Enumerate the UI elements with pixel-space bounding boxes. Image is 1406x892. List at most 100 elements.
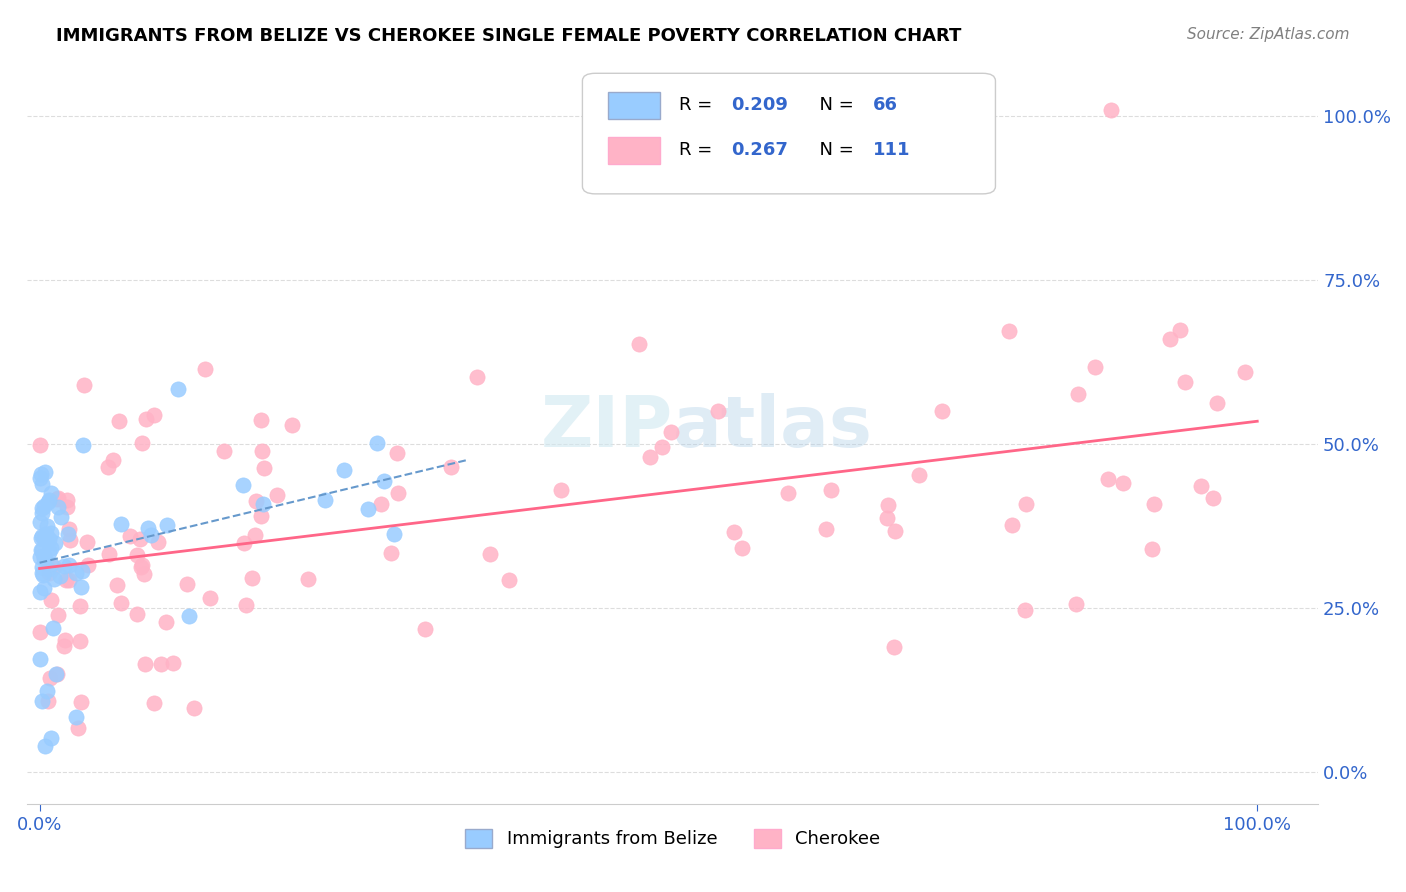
Point: [30, 438, 52, 452]
Point: [155, 615, 177, 629]
Point: [132, 566, 155, 581]
Point: [240, 571, 263, 585]
Point: [31, 501, 53, 516]
Bar: [609, 137, 659, 164]
Point: [76, 534, 98, 549]
Point: [66, 721, 89, 735]
Point: [53, 559, 76, 574]
Point: [30, 516, 52, 530]
Point: [125, 548, 148, 562]
Point: [440, 460, 463, 475]
Point: [1099, 103, 1122, 117]
Point: [30, 652, 52, 666]
Point: [28, 549, 51, 564]
Point: [638, 450, 661, 464]
Text: Source: ZipAtlas.com: Source: ZipAtlas.com: [1187, 27, 1350, 42]
Point: [70, 564, 93, 578]
Point: [498, 574, 520, 588]
Point: [45, 666, 67, 681]
Point: [366, 436, 388, 450]
Point: [39, 486, 62, 500]
Point: [69, 580, 91, 594]
Text: R =: R =: [679, 141, 718, 159]
Point: [110, 596, 132, 610]
Point: [69, 599, 91, 613]
Point: [56, 493, 79, 508]
Text: 0.209: 0.209: [731, 96, 787, 114]
Point: [101, 452, 124, 467]
Point: [105, 578, 128, 592]
Point: [53, 632, 76, 647]
Point: [30, 531, 52, 545]
Point: [149, 657, 172, 671]
Text: N =: N =: [808, 141, 860, 159]
Point: [39, 557, 62, 571]
Point: [39, 671, 62, 685]
Point: [97, 459, 120, 474]
Point: [370, 497, 392, 511]
Point: [877, 498, 900, 512]
Point: [245, 528, 267, 542]
Point: [820, 483, 842, 498]
Point: [32, 567, 55, 582]
Text: 0.267: 0.267: [731, 141, 787, 159]
Point: [32, 549, 55, 563]
Point: [176, 577, 198, 591]
Point: [177, 608, 200, 623]
Point: [314, 493, 336, 508]
Point: [385, 446, 408, 460]
Point: [373, 474, 395, 488]
Bar: [609, 92, 659, 119]
Point: [415, 623, 437, 637]
Point: [233, 536, 256, 550]
Point: [34, 739, 56, 753]
Point: [32, 532, 55, 546]
Point: [28, 585, 51, 599]
Point: [39, 593, 62, 607]
Point: [31, 694, 53, 708]
Point: [1140, 542, 1163, 557]
Point: [1142, 497, 1164, 511]
Point: [31, 543, 53, 558]
Point: [162, 656, 184, 670]
Point: [1014, 603, 1036, 617]
Point: [139, 528, 162, 542]
Point: [731, 541, 754, 555]
Point: [250, 509, 273, 524]
Point: [45, 667, 67, 681]
Point: [39, 731, 62, 745]
Point: [37, 495, 59, 509]
Point: [143, 409, 166, 423]
Point: [38, 493, 60, 508]
Point: [659, 425, 682, 440]
Text: 66: 66: [873, 96, 898, 114]
Point: [35, 683, 58, 698]
Point: [42, 560, 65, 574]
Point: [32, 550, 55, 565]
Point: [1084, 359, 1107, 374]
Point: [1097, 472, 1119, 486]
Point: [107, 415, 129, 429]
Point: [357, 502, 380, 516]
Point: [32, 581, 55, 595]
Point: [778, 486, 800, 500]
Point: [131, 558, 153, 573]
Point: [146, 534, 169, 549]
Point: [120, 528, 142, 542]
Point: [127, 607, 149, 621]
Point: [235, 599, 257, 613]
Point: [183, 700, 205, 714]
Point: [651, 440, 673, 454]
Point: [883, 640, 905, 655]
Point: [42, 622, 65, 636]
Point: [382, 527, 405, 541]
Point: [266, 488, 288, 502]
Point: [31, 529, 53, 543]
Point: [51, 509, 73, 524]
Point: [1159, 332, 1181, 346]
Point: [42, 572, 65, 586]
Point: [297, 572, 319, 586]
Point: [212, 444, 235, 458]
Legend: Immigrants from Belize, Cherokee: Immigrants from Belize, Cherokee: [458, 822, 887, 855]
Point: [1205, 395, 1227, 409]
